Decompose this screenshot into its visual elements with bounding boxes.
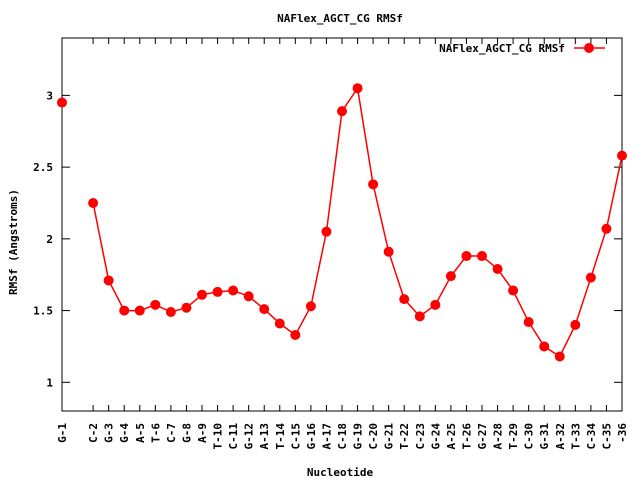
y-axis-ticks: 1 1.5 2 2.5 3 bbox=[33, 89, 622, 389]
data-point bbox=[57, 97, 67, 108]
y-tick-label: 2 bbox=[46, 233, 53, 246]
data-point bbox=[274, 318, 285, 329]
x-tick-label: A-5 bbox=[134, 423, 147, 443]
data-point bbox=[150, 299, 161, 310]
x-tick-label: G-24 bbox=[429, 423, 442, 450]
x-tick-label: T-22 bbox=[398, 423, 411, 450]
x-tick-label: G-12 bbox=[243, 423, 256, 450]
x-tick-label: G-21 bbox=[383, 423, 396, 450]
x-tick-label: A-25 bbox=[445, 423, 458, 450]
data-point bbox=[321, 226, 332, 237]
x-tick-label: G-1 bbox=[56, 423, 69, 443]
data-point bbox=[228, 285, 239, 296]
data-point bbox=[290, 329, 301, 340]
data-point bbox=[601, 223, 612, 234]
legend-marker bbox=[584, 43, 594, 53]
data-point bbox=[181, 302, 192, 313]
x-tick-label: G-3 bbox=[103, 423, 116, 443]
data-point bbox=[368, 179, 379, 190]
data-point bbox=[617, 150, 627, 161]
data-point bbox=[165, 307, 176, 318]
x-tick-label: T-29 bbox=[507, 423, 520, 450]
x-tick-label: C-23 bbox=[414, 423, 427, 450]
x-tick-label: C-20 bbox=[367, 423, 380, 450]
x-tick-label: T-33 bbox=[569, 423, 582, 450]
data-point bbox=[492, 263, 503, 274]
x-tick-label: -36 bbox=[616, 423, 629, 443]
x-tick-label: G-4 bbox=[118, 423, 131, 443]
data-point bbox=[259, 304, 270, 315]
data-point bbox=[585, 272, 596, 283]
data-point bbox=[430, 299, 441, 310]
data-point bbox=[414, 311, 425, 322]
data-point bbox=[570, 319, 581, 330]
legend-label: NAFlex_AGCT_CG RMSf bbox=[439, 42, 565, 55]
data-point bbox=[523, 317, 534, 328]
x-tick-label: T-14 bbox=[274, 423, 287, 450]
x-tick-label: A-32 bbox=[554, 423, 567, 450]
x-tick-label: A-28 bbox=[492, 423, 505, 450]
data-point bbox=[88, 197, 99, 208]
data-point bbox=[477, 251, 487, 262]
x-axis-label: Nucleotide bbox=[307, 466, 374, 479]
data-point bbox=[119, 305, 130, 316]
x-tick-label: C-18 bbox=[336, 423, 349, 450]
data-point bbox=[461, 251, 472, 262]
x-tick-label: C-15 bbox=[289, 423, 302, 450]
plot-frame bbox=[61, 37, 623, 412]
data-point bbox=[445, 271, 456, 282]
data-point bbox=[383, 246, 394, 257]
data-point bbox=[212, 286, 223, 297]
y-tick-label: 1 bbox=[46, 376, 53, 389]
legend: NAFlex_AGCT_CG RMSf bbox=[439, 42, 605, 55]
x-tick-label: G-31 bbox=[538, 423, 551, 450]
data-point bbox=[103, 275, 114, 286]
series-layer bbox=[57, 83, 627, 362]
data-point bbox=[508, 285, 519, 296]
data-point bbox=[337, 106, 347, 117]
chart-title: NAFlex_AGCT_CG RMSf bbox=[277, 12, 403, 25]
x-tick-label: G-27 bbox=[476, 423, 489, 450]
x-tick-label: A-9 bbox=[196, 423, 209, 443]
y-tick-label: 2.5 bbox=[33, 161, 53, 174]
y-tick-label: 3 bbox=[46, 89, 53, 102]
x-tick-label: C-35 bbox=[600, 423, 613, 450]
y-axis-label: RMSf (Angstroms) bbox=[7, 189, 20, 295]
data-point bbox=[134, 305, 145, 316]
data-point bbox=[197, 289, 207, 300]
x-tick-label: A-13 bbox=[258, 423, 271, 450]
x-tick-label: G-8 bbox=[180, 423, 193, 443]
x-tick-label: C-7 bbox=[165, 423, 178, 443]
data-point bbox=[243, 291, 254, 302]
x-tick-label: T-26 bbox=[460, 423, 473, 450]
data-point bbox=[539, 341, 550, 352]
plot-border bbox=[61, 37, 623, 412]
x-tick-label: T-6 bbox=[149, 423, 162, 443]
y-tick-label: 1.5 bbox=[33, 305, 53, 318]
x-tick-label: G-16 bbox=[305, 423, 318, 450]
data-point bbox=[352, 83, 363, 94]
data-point bbox=[305, 301, 316, 312]
x-tick-label: C-2 bbox=[87, 423, 100, 443]
x-axis-ticks: G-1 C-2 G-3 G-4 A-5 T-6 C-7 G-8 A-9 T-10 C-11 G-12 A… bbox=[56, 38, 629, 450]
x-tick-label: C-11 bbox=[227, 423, 240, 450]
data-point bbox=[554, 351, 565, 362]
data-point bbox=[399, 294, 410, 305]
x-tick-label: C-30 bbox=[523, 423, 536, 450]
x-tick-label: G-19 bbox=[352, 423, 365, 450]
x-tick-label: A-17 bbox=[320, 423, 333, 450]
x-tick-label: C-34 bbox=[585, 423, 598, 450]
x-tick-label: T-10 bbox=[212, 423, 225, 450]
